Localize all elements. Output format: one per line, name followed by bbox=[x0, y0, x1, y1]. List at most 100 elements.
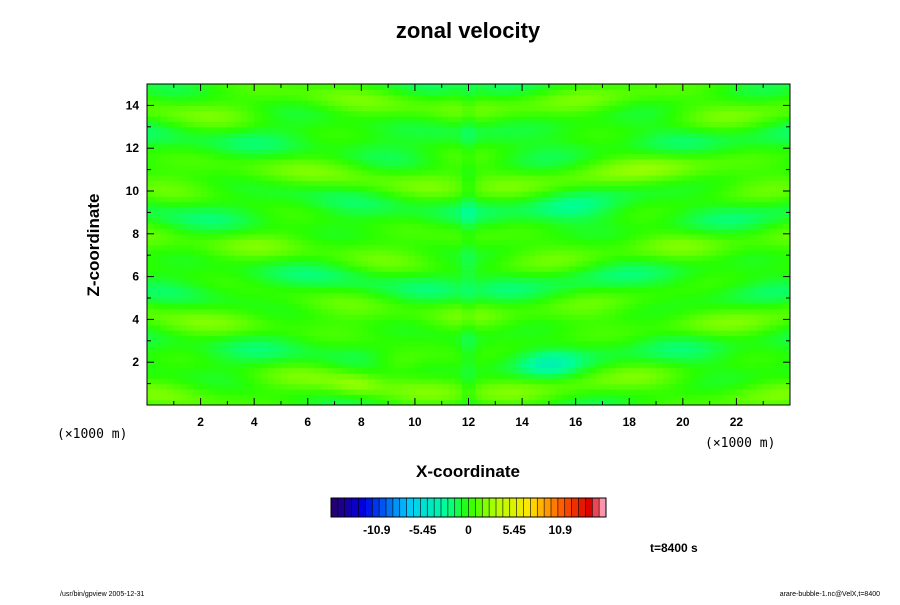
field-cell bbox=[347, 207, 356, 213]
field-cell bbox=[495, 378, 503, 385]
field-cell bbox=[542, 164, 550, 171]
field-cell bbox=[441, 110, 450, 117]
field-cell bbox=[461, 362, 470, 369]
field-cell bbox=[321, 132, 329, 139]
field-cell bbox=[488, 121, 496, 128]
field-cell bbox=[501, 121, 510, 128]
field-cell bbox=[361, 137, 369, 144]
field-cell bbox=[374, 148, 383, 155]
field-cell bbox=[307, 383, 316, 390]
field-cell bbox=[455, 217, 463, 224]
field-cell bbox=[475, 308, 483, 315]
field-cell bbox=[421, 89, 429, 96]
field-cell bbox=[240, 308, 249, 315]
field-cell bbox=[401, 105, 409, 112]
field-cell bbox=[568, 228, 577, 235]
field-cell bbox=[475, 255, 483, 262]
field-cell bbox=[394, 346, 403, 353]
field-cell bbox=[508, 185, 516, 192]
field-cell bbox=[213, 378, 222, 385]
field-cell bbox=[689, 212, 697, 219]
field-cell bbox=[414, 84, 423, 90]
field-cell bbox=[267, 110, 275, 117]
field-cell bbox=[548, 314, 557, 320]
field-cell bbox=[522, 249, 530, 256]
field-cell bbox=[294, 281, 302, 288]
field-cell bbox=[435, 319, 443, 326]
field-cell bbox=[227, 324, 235, 331]
field-cell bbox=[455, 372, 463, 379]
field-cell bbox=[689, 378, 697, 385]
field-cell bbox=[173, 303, 182, 310]
field-cell bbox=[341, 84, 349, 90]
field-cell bbox=[207, 314, 215, 320]
field-cell bbox=[247, 228, 255, 235]
field-cell bbox=[662, 378, 671, 385]
field-cell bbox=[589, 351, 597, 358]
field-cell bbox=[548, 249, 557, 256]
field-cell bbox=[595, 340, 604, 347]
field-cell bbox=[615, 372, 624, 379]
field-cell bbox=[669, 303, 677, 310]
field-cell bbox=[609, 121, 617, 128]
field-cell bbox=[649, 346, 657, 353]
field-cell bbox=[575, 137, 583, 144]
field-cell bbox=[301, 260, 309, 267]
field-cell bbox=[274, 217, 282, 224]
field-cell bbox=[234, 399, 242, 405]
field-cell bbox=[354, 314, 362, 320]
field-cell bbox=[649, 314, 657, 320]
field-cell bbox=[280, 340, 289, 347]
field-cell bbox=[441, 308, 450, 315]
field-cell bbox=[287, 249, 295, 256]
field-cell bbox=[207, 298, 215, 304]
field-cell bbox=[200, 158, 208, 165]
field-cell bbox=[602, 255, 610, 262]
field-cell bbox=[635, 94, 644, 101]
field-cell bbox=[435, 223, 443, 230]
field-cell bbox=[629, 367, 637, 374]
field-cell bbox=[274, 388, 282, 395]
field-cell bbox=[187, 346, 195, 353]
field-cell bbox=[622, 399, 630, 405]
field-cell bbox=[234, 362, 242, 369]
field-cell bbox=[147, 308, 155, 315]
field-cell bbox=[414, 180, 423, 187]
field-cell bbox=[508, 84, 516, 90]
field-cell bbox=[307, 378, 316, 385]
field-cell bbox=[635, 287, 644, 294]
field-cell bbox=[501, 217, 510, 224]
field-cell bbox=[374, 164, 383, 171]
field-cell bbox=[508, 132, 516, 139]
field-cell bbox=[575, 303, 583, 310]
field-cell bbox=[508, 276, 516, 283]
field-cell bbox=[508, 362, 516, 369]
field-cell bbox=[508, 298, 516, 304]
field-cell bbox=[696, 394, 704, 401]
field-cell bbox=[247, 244, 255, 251]
field-cell bbox=[568, 244, 577, 251]
field-cell bbox=[287, 158, 295, 165]
field-cell bbox=[535, 265, 543, 272]
field-cell bbox=[153, 308, 161, 315]
field-cell bbox=[294, 164, 302, 171]
field-cell bbox=[441, 158, 450, 165]
field-cell bbox=[568, 335, 577, 342]
field-cell bbox=[682, 84, 691, 90]
field-cell bbox=[508, 324, 516, 331]
field-cell bbox=[240, 185, 249, 192]
field-cell bbox=[388, 174, 396, 181]
field-cell bbox=[401, 367, 409, 374]
field-cell bbox=[609, 142, 617, 149]
field-cell bbox=[501, 308, 510, 315]
field-cell bbox=[542, 346, 550, 353]
field-cell bbox=[294, 201, 302, 208]
field-cell bbox=[589, 281, 597, 288]
field-cell bbox=[528, 298, 537, 304]
field-cell bbox=[589, 217, 597, 224]
field-cell bbox=[307, 362, 316, 369]
field-cell bbox=[649, 158, 657, 165]
field-cell bbox=[287, 383, 295, 390]
field-cell bbox=[656, 324, 664, 331]
field-cell bbox=[689, 276, 697, 283]
